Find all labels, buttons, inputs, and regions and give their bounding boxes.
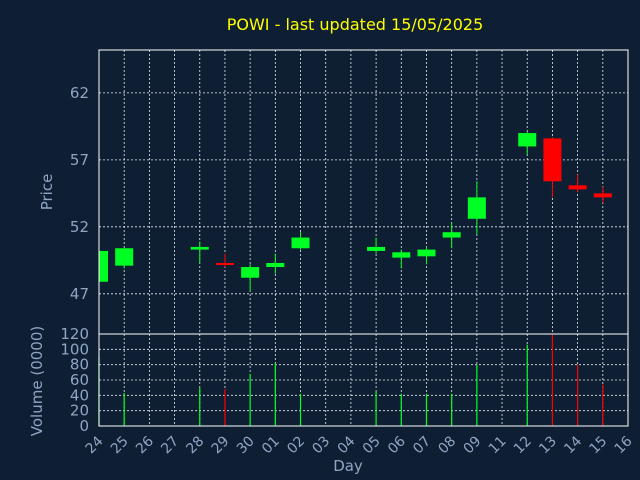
candle-28 xyxy=(190,241,209,263)
candle-body-06 xyxy=(392,252,411,258)
candle-15 xyxy=(593,186,612,203)
price-axis-label: Price xyxy=(38,174,56,211)
volume-axis-label: Volume (0000) xyxy=(28,326,46,436)
candle-body-05 xyxy=(367,246,386,251)
candle-body-24 xyxy=(99,250,108,282)
candle-body-08 xyxy=(442,232,461,238)
candle-06 xyxy=(392,249,411,269)
chart-title: POWI - last updated 15/05/2025 xyxy=(227,15,484,34)
candle-body-14 xyxy=(568,185,587,190)
candle-body-15 xyxy=(593,193,612,198)
x-axis-label: Day xyxy=(333,457,363,475)
candle-08 xyxy=(442,222,461,249)
candle-02 xyxy=(291,232,310,250)
candle-body-25 xyxy=(115,248,134,266)
candle-body-28 xyxy=(190,246,209,250)
candlesticks xyxy=(98,131,612,292)
volume-tick-60: 60 xyxy=(70,371,89,389)
price-tick-labels: 47 52 57 62 xyxy=(70,84,89,303)
candle-25 xyxy=(115,248,134,269)
price-tick-52: 52 xyxy=(70,218,89,236)
volume-tick-20: 20 xyxy=(70,402,89,420)
volume-tick-0: 0 xyxy=(79,417,89,435)
price-tick-57: 57 xyxy=(70,151,89,169)
price-tick-47: 47 xyxy=(70,285,89,303)
price-tick-62: 62 xyxy=(70,84,89,102)
candle-body-29 xyxy=(215,263,234,265)
candle-body-13 xyxy=(543,138,562,182)
candle-12 xyxy=(518,131,537,155)
volume-tick-40: 40 xyxy=(70,386,89,404)
candle-01 xyxy=(266,253,285,274)
candle-body-30 xyxy=(241,267,260,278)
candle-05 xyxy=(367,237,386,254)
volume-tick-80: 80 xyxy=(70,356,89,374)
candle-14 xyxy=(568,174,587,192)
candle-body-01 xyxy=(266,263,285,268)
volume-panel-frame xyxy=(98,333,629,427)
candle-body-02 xyxy=(291,237,310,249)
volume-tick-100: 100 xyxy=(60,340,89,358)
candle-body-07 xyxy=(417,249,436,257)
candle-13 xyxy=(543,137,562,198)
candle-09 xyxy=(467,181,486,235)
candle-body-09 xyxy=(467,197,486,219)
candle-24 xyxy=(98,249,108,284)
candle-29 xyxy=(215,253,234,268)
candle-07 xyxy=(417,246,436,265)
volume-tick-120: 120 xyxy=(60,325,89,343)
candle-30 xyxy=(241,264,260,292)
candle-body-12 xyxy=(518,133,537,147)
